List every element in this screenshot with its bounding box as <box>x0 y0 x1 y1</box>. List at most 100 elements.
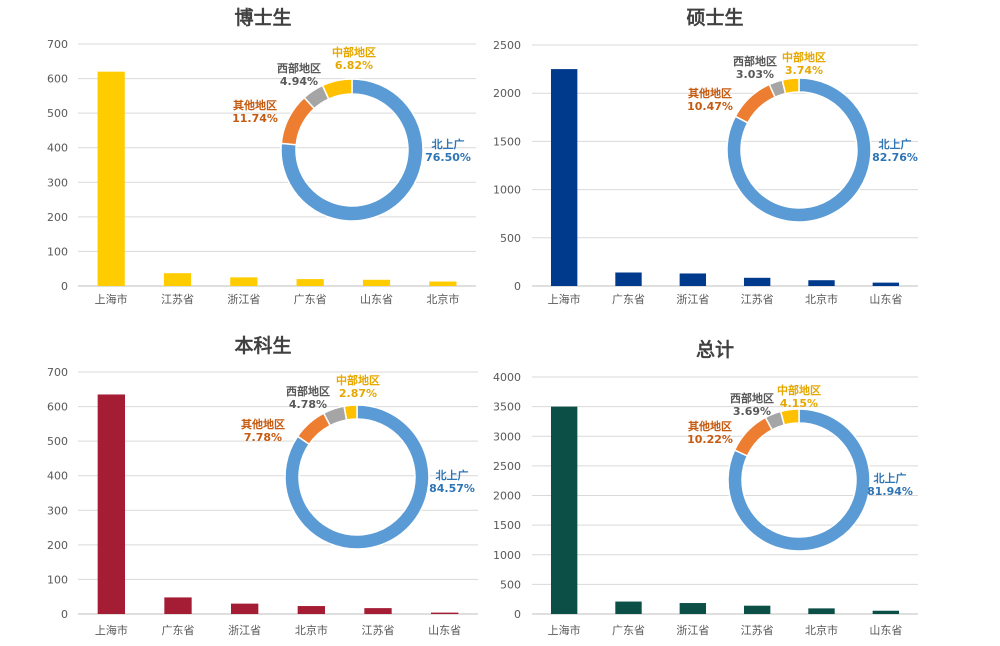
x-tick-label: 浙江省 <box>227 293 260 306</box>
x-tick-label: 江苏省 <box>741 624 774 637</box>
y-tick-label: 500 <box>47 107 68 120</box>
x-tick-label: 上海市 <box>548 292 581 306</box>
donut-slice-value: 7.78% <box>244 431 282 444</box>
donut-slice-label: 中部地区 <box>782 50 826 64</box>
bar <box>679 603 707 614</box>
bar <box>550 406 578 614</box>
chart-title: 博士生 <box>234 6 291 29</box>
bar <box>743 277 771 286</box>
donut-slice-value: 4.94% <box>280 75 318 88</box>
y-tick-label: 2500 <box>493 39 521 52</box>
donut-slice-value: 76.50% <box>425 151 471 164</box>
y-tick-label: 700 <box>47 366 68 379</box>
donut-slice-label: 北上广 <box>879 137 912 151</box>
y-tick-label: 1000 <box>493 184 521 197</box>
bar <box>550 69 578 286</box>
y-tick-label: 0 <box>514 280 521 293</box>
donut-slice-label: 中部地区 <box>777 383 821 397</box>
y-tick-label: 300 <box>47 176 68 189</box>
x-tick-label: 山东省 <box>869 293 902 306</box>
donut-slice-label: 北上广 <box>432 137 465 151</box>
donut-slice-value: 3.69% <box>733 405 771 418</box>
x-tick-label: 浙江省 <box>228 624 261 637</box>
y-tick-label: 600 <box>47 401 68 414</box>
y-tick-label: 2500 <box>493 460 521 473</box>
bar <box>808 280 835 286</box>
y-tick-label: 600 <box>47 73 68 86</box>
bar <box>97 394 125 614</box>
donut-slice-label: 西部地区 <box>733 54 777 68</box>
donut-slice-label: 其他地区 <box>241 417 285 431</box>
chart-panel: 博士生 0 100 200 300 400 500 600 700 上海市 江苏省 浙江省 广东省 山东省… <box>47 6 476 306</box>
x-tick-label: 北京市 <box>295 623 328 637</box>
y-tick-label: 700 <box>47 38 68 51</box>
y-tick-label: 1000 <box>493 549 521 562</box>
y-tick-label: 400 <box>47 142 68 155</box>
x-tick-label: 江苏省 <box>741 293 774 306</box>
x-tick-label: 北京市 <box>426 292 459 306</box>
bar <box>164 597 192 614</box>
x-tick-label: 广东省 <box>612 293 645 306</box>
donut-slice-label: 中部地区 <box>336 373 380 387</box>
bar <box>615 601 642 614</box>
bar <box>97 71 125 287</box>
x-tick-label: 浙江省 <box>676 624 709 637</box>
bar <box>231 603 259 614</box>
bar <box>872 282 900 286</box>
y-tick-label: 2000 <box>493 490 521 503</box>
y-tick-label: 100 <box>47 245 68 258</box>
x-tick-label: 山东省 <box>428 624 461 637</box>
donut-slice <box>284 404 430 550</box>
bar <box>163 273 192 286</box>
donut-slice <box>734 83 777 124</box>
bar <box>431 612 459 614</box>
x-tick-label: 广东省 <box>612 624 645 637</box>
x-tick-label: 广东省 <box>294 293 327 306</box>
donut-slice-label: 其他地区 <box>688 86 732 100</box>
donut-slice-label: 中部地区 <box>332 45 376 59</box>
bar <box>743 605 771 614</box>
bar <box>679 273 707 286</box>
donut-slice <box>343 404 358 421</box>
donut-slice-value: 11.74% <box>232 112 278 125</box>
x-tick-label: 上海市 <box>95 292 128 306</box>
bar <box>364 608 392 614</box>
donut-slice <box>727 408 871 552</box>
y-tick-label: 200 <box>47 211 68 224</box>
donut-slice-value: 3.74% <box>785 64 823 77</box>
x-tick-label: 浙江省 <box>676 293 709 306</box>
bar <box>362 279 391 286</box>
y-tick-label: 500 <box>500 578 521 591</box>
chart-title: 硕士生 <box>686 6 743 29</box>
chart-panel: 本科生 0 100 200 300 400 500 600 700 上海市 广东省 浙江省 北京市 江苏省… <box>47 334 478 637</box>
donut-slice <box>781 77 800 95</box>
chart-panel: 硕士生 0 500 1000 1500 2000 2500 上海市 广东省 浙江省 江苏省 北京市 山东… <box>493 6 918 306</box>
donut-slice-value: 2.87% <box>339 387 377 400</box>
donut-slice <box>321 78 353 101</box>
chart-title: 本科生 <box>234 334 291 357</box>
y-tick-label: 0 <box>514 608 521 621</box>
y-tick-label: 2000 <box>493 87 521 100</box>
y-tick-label: 500 <box>47 435 68 448</box>
donut-slice-label: 西部地区 <box>277 61 321 75</box>
bar <box>872 610 900 614</box>
y-tick-label: 3000 <box>493 430 521 443</box>
chart-title: 总计 <box>696 338 734 361</box>
donut-slice-value: 81.94% <box>867 485 913 498</box>
y-tick-label: 1500 <box>493 135 521 148</box>
donut-slice-value: 84.57% <box>429 482 475 495</box>
bar <box>808 608 835 614</box>
x-tick-label: 广东省 <box>162 624 195 637</box>
donut-slice-value: 10.47% <box>687 100 733 113</box>
y-tick-label: 300 <box>47 504 68 517</box>
y-tick-label: 4000 <box>493 371 521 384</box>
y-tick-label: 0 <box>61 280 68 293</box>
chart-panel: 总计 0 500 1000 1500 2000 2500 3000 3500 4000 上海市 广东省… <box>493 338 918 637</box>
donut-slice-label: 北上广 <box>436 468 469 482</box>
y-tick-label: 3500 <box>493 401 521 414</box>
donut-slice-value: 82.76% <box>872 151 918 164</box>
donut-slice-value: 4.15% <box>780 397 818 410</box>
x-tick-label: 山东省 <box>360 293 393 306</box>
y-tick-label: 0 <box>61 608 68 621</box>
